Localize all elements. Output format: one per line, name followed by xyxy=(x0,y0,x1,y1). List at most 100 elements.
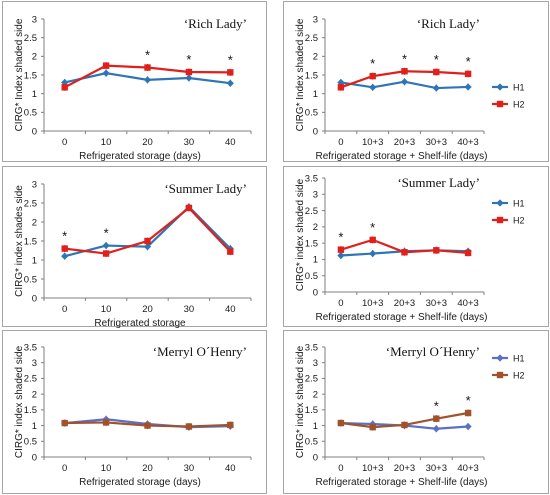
data-point xyxy=(400,78,409,86)
legend-label: H2 xyxy=(513,99,525,109)
x-axis-title: Refrigerated storage + Shelf-life (days) xyxy=(315,151,487,162)
panel-frame xyxy=(2,330,267,494)
data-point xyxy=(227,248,234,255)
series-2 xyxy=(337,236,472,257)
y-axis-title: CIRG* index shades side xyxy=(14,185,25,297)
significance-marker: * xyxy=(145,48,150,63)
data-point xyxy=(102,419,110,426)
chart-panel-2: 0 0.5 1 1.5 2 2.5 3 0 10+3 20+3 30+3 40+3 Refrigerat… xyxy=(283,1,549,162)
data-point xyxy=(401,249,408,256)
data-point xyxy=(464,409,472,417)
data-point xyxy=(227,69,234,76)
legend-label: H2 xyxy=(513,215,525,225)
y-tick-label: 1.5 xyxy=(305,238,318,249)
data-point xyxy=(185,204,193,212)
y-tick-label: 3 xyxy=(32,179,37,190)
legend-label: H2 xyxy=(513,370,525,380)
y-tick-label: 0.5 xyxy=(305,437,318,448)
data-point xyxy=(369,423,376,431)
y-tick-label: 0.5 xyxy=(24,108,37,119)
y-tick-label: 2 xyxy=(32,52,37,63)
y-tick-label: 1 xyxy=(313,421,318,432)
x-tick-label: 20+3 xyxy=(394,298,415,309)
significance-marker: * xyxy=(370,220,375,235)
x-tick-label: 0 xyxy=(62,137,67,148)
y-tick-label: 0 xyxy=(313,126,318,137)
y-tick-label: 2.5 xyxy=(24,198,37,209)
y-tick-label: 0 xyxy=(32,293,37,304)
legend-marker xyxy=(496,199,504,207)
data-point xyxy=(61,419,68,427)
significance-marker: * xyxy=(466,393,471,408)
data-point xyxy=(433,415,440,422)
data-point xyxy=(185,68,193,76)
y-tick-label: 0.5 xyxy=(305,271,318,282)
data-point xyxy=(337,246,345,253)
series-2 xyxy=(61,62,234,91)
x-tick-label: 0 xyxy=(62,463,67,474)
data-point xyxy=(337,78,345,87)
y-tick-label: 0.5 xyxy=(24,437,37,448)
y-tick-label: 0.5 xyxy=(305,108,318,119)
x-tick-label: 30 xyxy=(184,304,195,315)
data-point xyxy=(464,422,472,431)
significance-marker: * xyxy=(186,52,191,67)
x-tick-label: 30+3 xyxy=(426,463,447,474)
x-tick-label: 20 xyxy=(142,137,153,148)
legend-label: H1 xyxy=(513,353,525,363)
data-point xyxy=(227,421,234,429)
data-point xyxy=(433,68,440,76)
x-tick-label: 10 xyxy=(101,137,112,148)
y-tick-label: 3 xyxy=(32,358,37,369)
series-2 xyxy=(337,67,472,91)
chart-panel-6: 0 0.5 1 1.5 2 2.5 3 3.5 0 10+3 20+3 30+3 40+3 Refrige… xyxy=(283,330,549,494)
y-tick-label: 2 xyxy=(32,389,37,400)
series-2 xyxy=(337,409,472,431)
x-tick-label: 10+3 xyxy=(362,463,383,474)
data-point xyxy=(401,421,408,429)
y-tick-label: 2 xyxy=(32,217,37,228)
significance-marker: * xyxy=(434,52,439,67)
legend-marker xyxy=(496,100,504,108)
data-point xyxy=(337,251,345,260)
x-tick-label: 0 xyxy=(338,298,343,309)
y-tick-label: 2 xyxy=(313,389,318,400)
panel-frame xyxy=(283,166,549,327)
y-tick-label: 3.5 xyxy=(24,342,37,353)
data-point xyxy=(369,72,376,80)
legend-marker xyxy=(496,83,504,91)
y-tick-label: 1.5 xyxy=(305,70,318,81)
x-tick-label: 40+3 xyxy=(457,463,478,474)
data-point xyxy=(143,76,152,84)
y-tick-label: 1.5 xyxy=(24,236,37,247)
significance-marker: * xyxy=(338,230,343,245)
y-tick-label: 1 xyxy=(32,89,37,100)
significance-marker: * xyxy=(402,51,407,66)
x-tick-label: 20+3 xyxy=(394,463,415,474)
y-tick-label: 0 xyxy=(313,452,318,463)
panel-title: ‘Summer Lady’ xyxy=(164,181,247,196)
chart-panel-4: 0 0.5 1 1.5 2 2.5 3 3.5 0 10+3 20+3 30+3 40+3 Refrige… xyxy=(283,166,549,327)
significance-marker: * xyxy=(370,56,375,71)
panel-title: ‘Rich Lady’ xyxy=(417,16,480,31)
x-tick-label: 40 xyxy=(225,304,236,315)
x-tick-label: 30 xyxy=(184,137,195,148)
series-2 xyxy=(61,204,234,258)
x-axis-title: Refrigerated storage (days) xyxy=(79,477,201,488)
x-tick-label: 10+3 xyxy=(362,137,383,148)
y-tick-label: 1 xyxy=(32,421,37,432)
x-tick-label: 0 xyxy=(62,304,67,315)
y-tick-label: 1 xyxy=(313,89,318,100)
y-tick-label: 1.5 xyxy=(24,70,37,81)
x-tick-label: 30+3 xyxy=(426,298,447,309)
x-tick-label: 10 xyxy=(101,304,112,315)
panel-title: ‘Merryl O´Henry’ xyxy=(153,344,247,359)
y-tick-label: 2.5 xyxy=(24,374,37,385)
x-tick-label: 40+3 xyxy=(457,137,478,148)
data-point xyxy=(369,249,377,258)
data-point xyxy=(369,83,377,91)
y-tick-label: 1 xyxy=(32,255,37,266)
series-1 xyxy=(337,78,472,92)
